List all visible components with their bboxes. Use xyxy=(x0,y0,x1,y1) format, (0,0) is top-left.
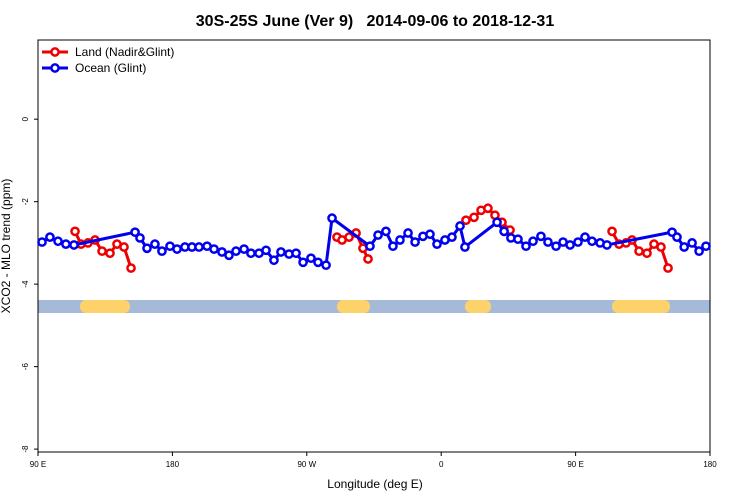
x-tick-label: 90 E xyxy=(30,460,46,469)
data-point xyxy=(528,236,538,247)
land-band xyxy=(465,300,491,313)
data-point xyxy=(701,241,711,252)
y-axis-label: XCO2 - MLO trend (ppm) xyxy=(0,179,13,314)
data-point xyxy=(432,239,442,249)
data-point xyxy=(306,253,316,264)
land-band xyxy=(337,300,370,313)
legend: Land (Nadir&Glint) Ocean (Glint) xyxy=(42,45,174,75)
data-point xyxy=(298,257,308,268)
data-point xyxy=(150,239,160,249)
data-point xyxy=(321,260,331,271)
data-point xyxy=(119,242,129,252)
x-tick-label: 90 E xyxy=(567,460,583,469)
data-point xyxy=(634,246,644,257)
data-point xyxy=(344,232,354,242)
data-point xyxy=(291,248,301,259)
data-point xyxy=(460,242,470,252)
data-point xyxy=(45,232,55,242)
y-tick-label: -2 xyxy=(21,198,30,206)
data-point xyxy=(543,237,553,247)
y-tick-label: -4 xyxy=(21,280,30,288)
data-point xyxy=(135,233,145,243)
x-tick-label: 0 xyxy=(439,460,444,469)
data-point xyxy=(313,257,323,268)
data-point xyxy=(327,213,337,224)
data-point xyxy=(70,226,80,237)
data-point xyxy=(425,229,435,240)
x-tick-label: 90 W xyxy=(297,460,316,469)
ocean-band xyxy=(38,300,710,313)
data-point xyxy=(373,230,383,240)
x-tick-label: 180 xyxy=(703,460,717,469)
data-point xyxy=(663,263,673,273)
data-point xyxy=(276,247,286,257)
x-tick-label: 180 xyxy=(166,460,180,469)
data-point xyxy=(602,240,612,250)
data-point xyxy=(130,227,140,238)
land-band xyxy=(612,300,670,313)
data-point xyxy=(363,254,373,264)
data-point xyxy=(388,241,398,252)
data-point xyxy=(672,232,682,242)
y-tick-label: -8 xyxy=(21,445,30,453)
data-point xyxy=(69,240,79,250)
data-point xyxy=(461,215,471,226)
data-point xyxy=(469,212,479,223)
data-point xyxy=(209,244,219,254)
data-point xyxy=(365,241,375,252)
data-point xyxy=(573,237,583,247)
data-point xyxy=(551,241,561,252)
y-tick-label: -6 xyxy=(21,363,30,371)
data-point xyxy=(239,244,249,254)
data-point xyxy=(246,248,256,259)
data-point xyxy=(521,241,531,252)
data-point xyxy=(447,232,457,242)
data-point xyxy=(142,243,152,254)
data-point xyxy=(587,236,597,247)
data-point xyxy=(97,246,107,257)
data-point xyxy=(656,242,666,252)
data-point xyxy=(224,250,234,261)
data-point xyxy=(194,242,204,252)
data-point xyxy=(499,226,509,237)
legend-label: Ocean (Glint) xyxy=(75,61,146,75)
data-point xyxy=(513,234,523,245)
data-point xyxy=(172,244,182,254)
data-point xyxy=(483,203,493,214)
land-band xyxy=(80,300,130,313)
data-point xyxy=(679,242,690,252)
data-point xyxy=(403,228,413,238)
data-point xyxy=(492,217,502,228)
data-point xyxy=(455,221,465,231)
legend-label: Land (Nadir&Glint) xyxy=(75,45,174,59)
data-point xyxy=(580,232,590,242)
data-point xyxy=(61,239,71,249)
data-point xyxy=(642,248,652,259)
x-axis-label: Longitude (deg E) xyxy=(327,477,422,491)
data-point xyxy=(536,231,546,242)
chart-title: 30S-25S June (Ver 9) 2014-09-06 to 2018-… xyxy=(196,13,555,30)
data-point xyxy=(607,226,617,237)
data-point xyxy=(261,245,271,256)
data-point xyxy=(269,255,279,266)
data-point xyxy=(126,263,136,273)
legend-marker xyxy=(50,47,60,57)
data-point xyxy=(53,236,63,247)
y-tick-label: 0 xyxy=(21,116,30,121)
data-point xyxy=(410,237,420,247)
data-point xyxy=(157,246,167,257)
data-point xyxy=(381,226,391,237)
data-point xyxy=(231,246,241,257)
data-point xyxy=(395,235,405,245)
data-point xyxy=(37,237,47,247)
surface-band xyxy=(38,300,710,313)
data-point xyxy=(687,238,697,248)
data-point xyxy=(565,240,575,250)
data-point xyxy=(105,248,115,259)
data-point xyxy=(694,246,704,257)
legend-marker xyxy=(50,63,60,73)
